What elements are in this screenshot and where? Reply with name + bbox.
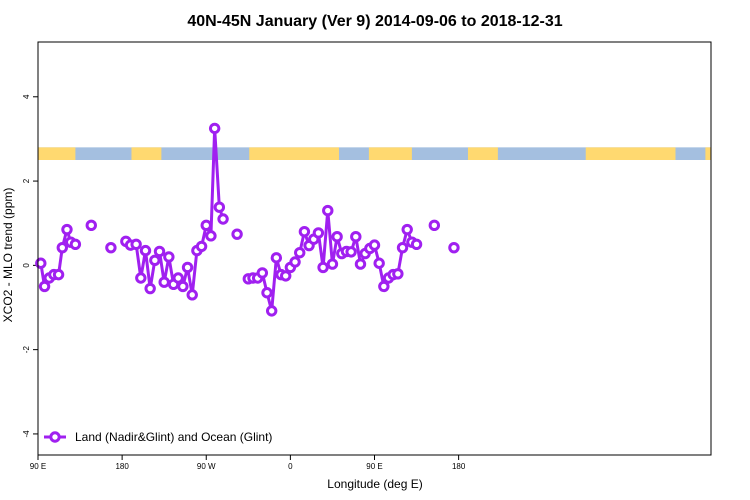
y-tick-label: 0 <box>22 263 31 268</box>
data-point <box>261 287 273 299</box>
data-point <box>172 272 184 284</box>
data-point <box>195 240 208 253</box>
x-axis-label: Longitude (deg E) <box>327 477 422 491</box>
land-segment <box>249 147 339 160</box>
data-point <box>392 268 404 280</box>
data-point <box>105 241 117 254</box>
legend-label: Land (Nadir&Glint) and Ocean (Glint) <box>75 430 272 444</box>
data-point <box>294 247 306 259</box>
data-point <box>326 258 339 270</box>
data-point <box>428 219 441 232</box>
data-point <box>396 241 409 254</box>
data-point <box>217 213 229 225</box>
land-segment <box>374 147 412 160</box>
plot-frame <box>37 41 712 456</box>
data-point <box>312 227 325 239</box>
data-point <box>256 267 269 279</box>
data-point <box>289 256 301 268</box>
data-point <box>213 201 226 213</box>
y-axis-label: XCO2 - MLO trend (ppm) <box>1 188 15 323</box>
data-point <box>208 122 221 135</box>
data-point <box>144 282 156 295</box>
data-point <box>448 241 460 254</box>
data-point <box>350 231 362 243</box>
land-segment <box>38 147 76 160</box>
data-point <box>231 228 243 240</box>
data-point <box>270 252 283 264</box>
data-point <box>158 276 170 288</box>
data-point <box>153 245 166 258</box>
data-point <box>378 280 390 293</box>
data-point <box>38 280 51 293</box>
data-point <box>139 244 152 257</box>
data-points <box>35 122 460 317</box>
chart-title: 40N-45N January (Ver 9) 2014-09-06 to 20… <box>187 13 562 30</box>
data-point <box>200 219 212 232</box>
data-point <box>186 289 198 301</box>
x-tick-label: 90 W <box>197 462 216 471</box>
data-point <box>85 219 97 232</box>
data-point <box>317 261 329 274</box>
data-point <box>61 223 73 236</box>
data-point <box>373 257 385 269</box>
data-point <box>52 268 65 281</box>
x-tick-label: 180 <box>452 462 466 471</box>
y-tick-label: 2 <box>22 178 31 183</box>
x-tick-label: 180 <box>115 462 129 471</box>
land-segment <box>467 147 498 160</box>
data-point <box>331 231 343 243</box>
data-point <box>181 261 194 274</box>
data-point <box>345 246 357 258</box>
data-point <box>280 270 292 282</box>
x-axis: 90 E 180 90 W 0 90 E 180 <box>30 455 466 471</box>
x-tick-label: 90 E <box>366 462 382 471</box>
data-point <box>56 241 69 254</box>
data-point <box>205 230 217 242</box>
data-point <box>322 204 334 217</box>
land-ocean-band <box>38 147 711 160</box>
data-point <box>35 257 47 269</box>
data-point <box>163 251 175 263</box>
legend-marker <box>49 431 61 443</box>
land-segment <box>131 147 162 160</box>
legend: Land (Nadir&Glint) and Ocean (Glint) <box>44 430 272 444</box>
data-point <box>410 238 423 250</box>
data-point <box>265 305 278 317</box>
land-segment <box>368 147 375 160</box>
data-point <box>177 280 189 293</box>
y-tick-label: 4 <box>22 94 31 99</box>
land-segment <box>705 147 711 160</box>
data-point <box>135 272 147 284</box>
land-segment <box>585 147 676 160</box>
x-tick-label: 0 <box>288 462 293 471</box>
x-tick-label: 90 E <box>30 462 46 471</box>
data-point <box>69 238 82 250</box>
data-point <box>354 258 367 270</box>
data-point <box>149 254 161 266</box>
y-tick-label: -2 <box>22 346 31 354</box>
data-point <box>298 225 311 238</box>
y-axis: -4 -2 0 2 4 <box>22 94 38 437</box>
data-point <box>401 223 413 236</box>
data-point <box>130 238 142 250</box>
y-tick-label: -4 <box>22 430 31 438</box>
data-point <box>368 239 381 251</box>
